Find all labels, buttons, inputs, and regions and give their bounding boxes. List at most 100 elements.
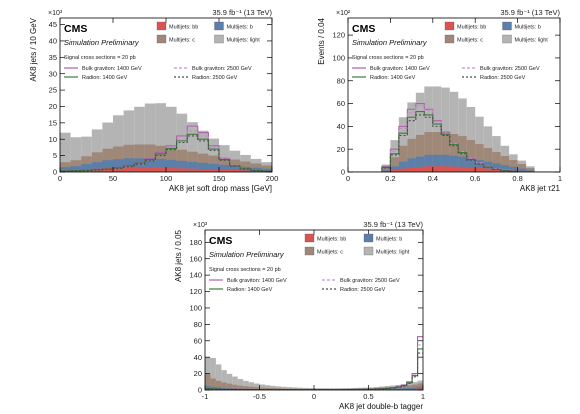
- y-tick-label: 40: [49, 37, 57, 46]
- stack-bar-multijets-light: [407, 102, 416, 172]
- y-axis-title: AK8 jets / 0.05: [174, 229, 183, 282]
- stack-bar-multijets-b: [166, 159, 177, 172]
- stack-bar-multijets-bb: [517, 170, 527, 172]
- stack-bar-multijets-light: [102, 122, 113, 172]
- x-tick-label: 0.8: [512, 174, 522, 183]
- stack-bar-multijets-light: [134, 106, 145, 172]
- y-tick-label: 100: [189, 304, 202, 313]
- plot-data-area: [348, 86, 560, 172]
- stack-bar-multijets-c: [398, 145, 408, 172]
- stack-bar-multijets-c: [81, 156, 92, 172]
- stack-bar-multijets-b: [517, 168, 527, 172]
- stack-bar-multijets-bb: [424, 166, 433, 172]
- stack-bar-multijets-light: [70, 137, 82, 172]
- stack-bar-multijets-b: [475, 160, 484, 172]
- stack-bar-multijets-bb: [166, 168, 177, 172]
- stack-bar-multijets-c: [144, 144, 156, 172]
- signal-cross-section-note: Signal cross sections = 20 pb: [352, 55, 424, 61]
- stack-bar-multijets-c: [215, 380, 222, 390]
- stack-bar-multijets-light: [226, 373, 233, 390]
- y-tick-label: 80: [337, 76, 345, 85]
- stack-bar-multijets-b: [102, 160, 113, 172]
- y-tick-label: 15: [49, 118, 57, 127]
- simulation-label: Simulation Preliminary: [64, 38, 140, 47]
- stack-bar-multijets-light: [281, 386, 287, 390]
- luminosity-label: 35.9 fb⁻¹ (13 TeV): [500, 8, 560, 17]
- stack-bar-multijets-c: [250, 163, 262, 172]
- y-tick-label: 45: [49, 20, 57, 29]
- stack-bar-multijets-b: [60, 167, 71, 172]
- stack-bar-multijets-b: [407, 158, 416, 172]
- legend-label-multijets-b: Multijets: b: [376, 237, 402, 243]
- stack-bar-multijets-bb: [406, 389, 413, 390]
- stack-bar-multijets-b: [155, 158, 166, 172]
- stack-bar-multijets-c: [226, 383, 233, 390]
- x-tick-label: -1: [202, 392, 209, 401]
- y-tick-label: 60: [337, 99, 345, 108]
- y-tick-label: 0: [198, 386, 202, 395]
- y-tick-label: 40: [194, 353, 202, 362]
- stack-bar-multijets-b: [401, 388, 407, 390]
- stack-bar-multijets-light: [449, 91, 459, 172]
- stack-bar-multijets-c: [401, 386, 407, 390]
- stack-bar-multijets-c: [406, 385, 413, 390]
- y-tick-label: 35: [49, 53, 57, 62]
- stack-bar-multijets-light: [432, 86, 442, 172]
- stack-bar-multijets-b: [492, 163, 501, 172]
- stack-bar-multijets-light: [415, 92, 425, 172]
- stack-bar-multijets-c: [475, 144, 484, 172]
- stack-bar-multijets-c: [412, 384, 418, 390]
- stack-bar-multijets-light: [187, 122, 198, 172]
- stack-bar-multijets-c: [264, 387, 271, 390]
- stack-bar-multijets-light: [176, 113, 188, 172]
- stack-bar-multijets-b: [390, 388, 396, 390]
- stack-bar-multijets-light: [441, 87, 450, 172]
- cms-label: CMS: [209, 235, 232, 247]
- legend-label-radion-1400-gev: Radion: 1400 GeV: [82, 75, 128, 81]
- stack-bar-multijets-light: [458, 98, 467, 172]
- stack-bar-multijets-c: [240, 161, 251, 172]
- stack-bar-multijets-bb: [475, 168, 484, 172]
- x-tick-label: 1: [558, 174, 562, 183]
- stack-bar-multijets-c: [441, 132, 450, 172]
- legend-swatch-multijets-b: [502, 21, 512, 31]
- legend-label-multijets-bb: Multijets: bb: [317, 237, 346, 243]
- stack-bar-multijets-b: [240, 166, 251, 172]
- legend-swatch-multijets-b: [363, 233, 374, 243]
- legend-swatch-multijets-light: [214, 34, 224, 44]
- stack-bar-multijets-c: [466, 140, 476, 172]
- stack-bar-multijets-light: [166, 106, 177, 172]
- signal-cross-section-note: Signal cross sections = 20 pb: [64, 55, 136, 61]
- y-tick-label: 120: [189, 287, 202, 296]
- stack-bar-multijets-bb: [401, 389, 407, 390]
- legend-swatch-multijets-bb: [304, 233, 315, 243]
- stack-bar-multijets-c: [449, 134, 459, 172]
- stack-bar-multijets-light: [113, 115, 124, 172]
- x-tick-label: 0.4: [428, 174, 438, 183]
- stack-bar-multijets-bb: [155, 167, 166, 172]
- stack-bar-multijets-b: [113, 159, 124, 172]
- y-tick-label: 30: [49, 69, 57, 78]
- stack-bar-multijets-c: [509, 160, 518, 172]
- stack-bar-multijets-light: [264, 385, 271, 390]
- signal-line-radion-2500-gev: [348, 114, 560, 172]
- y-scale-exponent: ×10³: [193, 222, 208, 229]
- x-tick-label: 100: [160, 174, 173, 183]
- stack-bar-multijets-bb: [219, 169, 230, 172]
- stack-bar-multijets-light: [197, 130, 209, 172]
- stack-bar-multijets-c: [526, 168, 535, 172]
- stack-bar-multijets-c: [210, 378, 216, 390]
- stack-bar-multijets-bb: [176, 168, 188, 172]
- stack-bar-multijets-b: [424, 154, 433, 172]
- y-tick-label: 80: [194, 320, 202, 329]
- legend-label-radion-2500-gev: Radion: 2500 GeV: [192, 75, 238, 81]
- stack-bar-multijets-light: [398, 117, 408, 172]
- y-tick-label: 40: [337, 122, 345, 131]
- stack-bar-multijets-light: [155, 103, 166, 172]
- legend-swatch-multijets-light: [363, 246, 374, 256]
- legend-label-multijets-c: Multijets: c: [317, 250, 343, 256]
- stack-bar-multijets-b: [458, 156, 467, 172]
- stack-bar-multijets-bb: [113, 167, 124, 172]
- simulation-label: Simulation Preliminary: [209, 250, 285, 259]
- stack-bar-multijets-light: [424, 86, 433, 172]
